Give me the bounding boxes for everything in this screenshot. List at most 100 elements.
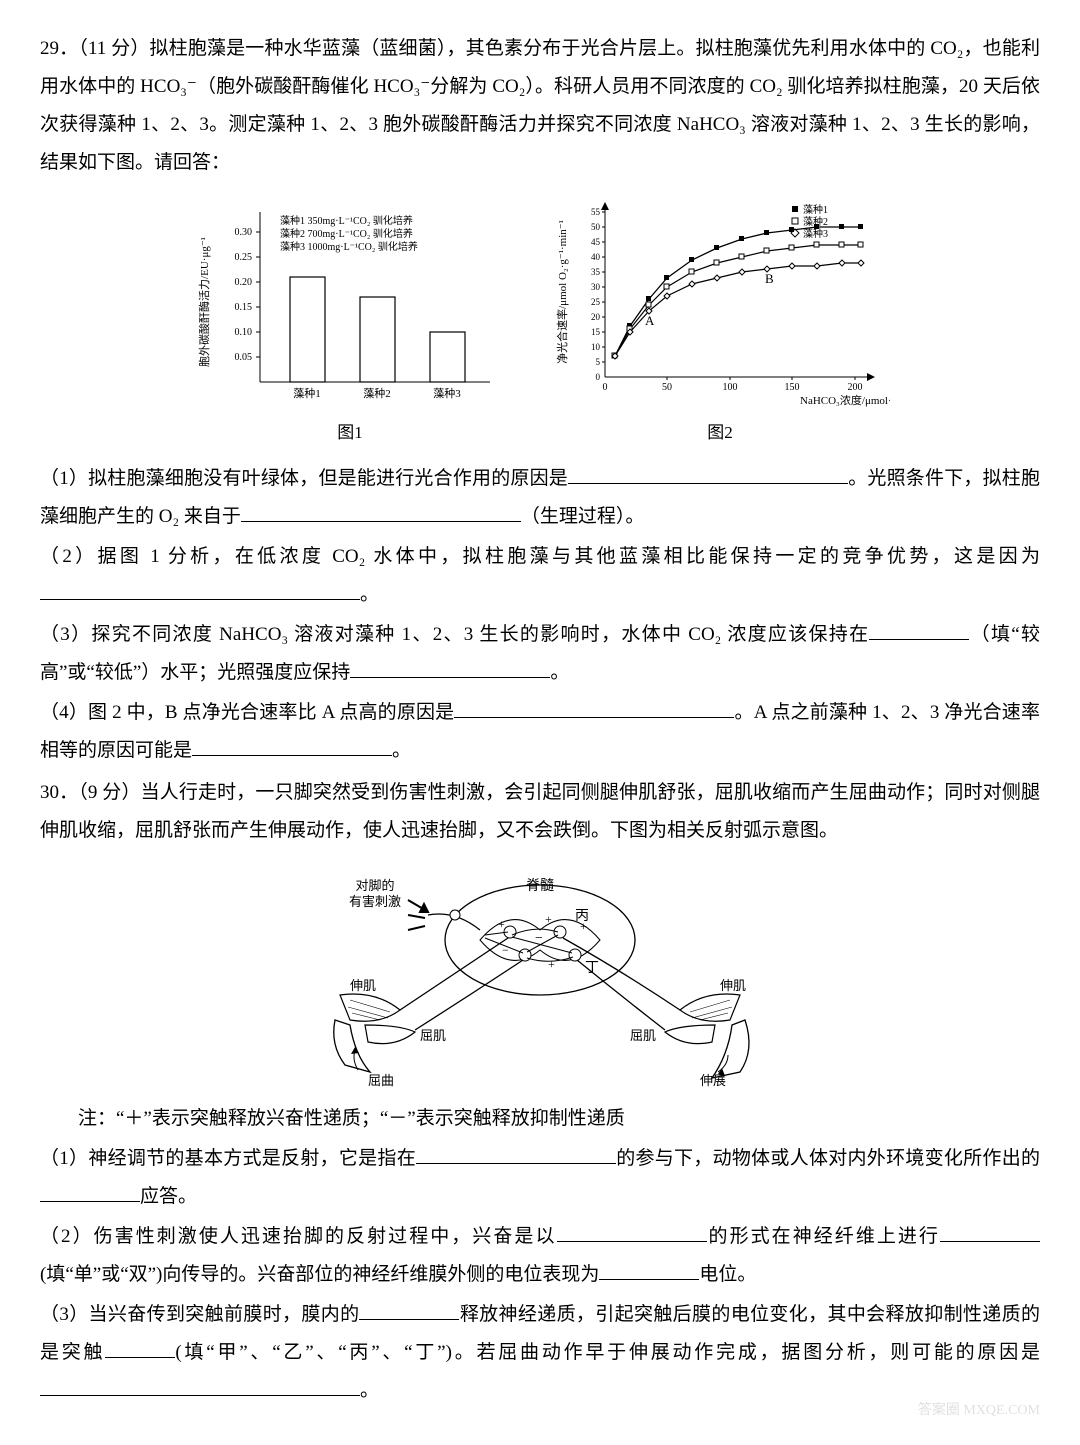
svg-text:伸肌: 伸肌 <box>350 978 376 993</box>
svg-text:0.10: 0.10 <box>235 327 253 338</box>
q30-sub2-a: （2）伤害性刺激使人迅速抬脚的反射过程中，兴奋是以 <box>40 1226 557 1247</box>
fig2-series1 <box>615 227 861 356</box>
fig2-ylabel: 净光合速率/μmol O₂·g⁻¹·min⁻¹ <box>555 220 569 364</box>
label-stimulus2: 有害刺激 <box>349 894 401 909</box>
q29-sub3: （3）探究不同浓度 NaHCO₃ 溶液对藻种 1、2、3 生长的影响时，水体中 … <box>40 616 1040 692</box>
svg-text:100: 100 <box>723 382 738 393</box>
svg-text:0: 0 <box>596 372 601 382</box>
q29-number: 29． <box>40 38 78 59</box>
blank[interactable] <box>40 1178 140 1202</box>
svg-text:藻种1: 藻种1 <box>803 203 828 216</box>
q30-sub2-d: 电位。 <box>699 1264 756 1285</box>
blank[interactable] <box>599 1256 699 1280</box>
q29-sub3-c: 。 <box>550 662 569 683</box>
q30-sub1-b: 的参与下，动物体或人体对内外环境变化所作出的 <box>616 1148 1040 1169</box>
q30-sub1-a: （1）神经调节的基本方式是反射，它是指在 <box>40 1148 416 1169</box>
q30-sub1-c: 应答。 <box>140 1186 197 1207</box>
blank[interactable] <box>105 1334 175 1358</box>
fig2-markers3 <box>612 260 864 359</box>
svg-text:30: 30 <box>591 282 601 292</box>
svg-text:25: 25 <box>591 297 601 307</box>
q29-sub4-a: （4）图 2 中，B 点净光合速率比 A 点高的原因是 <box>40 702 454 723</box>
q29-sub2-a: （2）据图 1 分析，在低浓度 CO₂ 水体中，拟柱胞藻与其他蓝藻相比能保持一定… <box>40 546 1040 567</box>
fig1-bar3 <box>430 332 465 382</box>
svg-text:5: 5 <box>596 357 601 367</box>
reflex-arc-svg: 脊髓 对脚的 有害刺激 + − + + − + 丙 丁 <box>280 860 800 1090</box>
q30-sub3-a: （3）当兴奋传到突触前膜时，膜内的 <box>40 1304 359 1325</box>
blank[interactable] <box>454 694 734 718</box>
blank[interactable] <box>869 616 969 640</box>
svg-text:屈曲: 屈曲 <box>368 1073 394 1088</box>
blank[interactable] <box>192 732 392 756</box>
q30-sub2: （2）伤害性刺激使人迅速抬脚的反射过程中，兴奋是以 的形式在神经纤维上进行 (填“单… <box>40 1218 1040 1294</box>
svg-text:−: − <box>502 943 509 957</box>
svg-text:0.05: 0.05 <box>235 352 253 363</box>
blank[interactable] <box>568 460 848 484</box>
q30-stem-text: 当人行走时，一只脚突然受到伤害性刺激，会引起同侧腿伸肌舒张，屈肌收缩而产生屈曲动… <box>40 782 1040 841</box>
svg-text:0.30: 0.30 <box>235 227 253 238</box>
fig2-yticks: 0 5 10 15 20 25 30 35 40 45 50 55 <box>591 207 605 382</box>
svg-text:+: + <box>548 957 555 971</box>
q29-stem-text: 拟柱胞藻是一种水华蓝藻（蓝细菌），其色素分布于光合片层上。拟柱胞藻优先利用水体中… <box>40 38 1040 173</box>
q30-points: （9 分） <box>78 782 140 803</box>
blank[interactable] <box>241 498 521 522</box>
fig2-series2 <box>615 245 861 356</box>
blank[interactable] <box>40 576 360 600</box>
q29-points: （11 分） <box>78 38 149 59</box>
q29-fig1: 胞外碳酸酐酶活力/EU·μg⁻¹ 0.05 0.10 0.15 0.20 0.2… <box>190 192 510 450</box>
q29-sub1: （1）拟柱胞藻细胞没有叶绿体，但是能进行光合作用的原因是。光照条件下，拟柱胞藻细… <box>40 460 1040 536</box>
blank[interactable] <box>416 1140 616 1164</box>
fig1-xlabels: 藻种1 藻种2 藻种3 <box>293 386 461 400</box>
svg-text:藻种1: 藻种1 <box>293 386 321 400</box>
q30-number: 30． <box>40 782 78 803</box>
fig1-bar1 <box>290 277 325 382</box>
stimulus-arrows <box>408 900 428 930</box>
fig2-ann-A: A <box>645 313 655 328</box>
q30-sub2-b: 的形式在神经纤维上进行 <box>707 1226 940 1247</box>
fig2-svg: 净光合速率/μmol O₂·g⁻¹·min⁻¹ 0 5 10 15 20 25 … <box>550 192 890 412</box>
blank[interactable] <box>940 1218 1040 1242</box>
svg-text:200: 200 <box>848 382 863 393</box>
blank[interactable] <box>359 1296 459 1320</box>
fig2-caption: 图2 <box>707 416 733 450</box>
svg-text:藻种1 350mg·L⁻¹CO₂ 驯化培养: 藻种1 350mg·L⁻¹CO₂ 驯化培养 <box>280 214 413 227</box>
svg-text:屈肌: 屈肌 <box>630 1028 656 1043</box>
fig1-bar2 <box>360 297 395 382</box>
fig1-yticks: 0.05 0.10 0.15 0.20 0.25 0.30 <box>235 227 261 363</box>
left-muscles: 伸肌 屈肌 屈曲 <box>334 978 446 1088</box>
q30-sub3-d: 。 <box>360 1380 379 1401</box>
right-muscles: 伸肌 屈肌 伸展 <box>630 978 749 1088</box>
q29-sub3-a: （3）探究不同浓度 NaHCO₃ 溶液对藻种 1、2、3 生长的影响时，水体中 … <box>40 624 869 645</box>
svg-text:+: + <box>498 917 505 931</box>
svg-text:藻种3: 藻种3 <box>433 386 461 400</box>
label-bing: 丙 <box>575 909 589 924</box>
fig2-ann-B: B <box>765 271 774 286</box>
q29-sub2: （2）据图 1 分析，在低浓度 CO₂ 水体中，拟柱胞藻与其他蓝藻相比能保持一定… <box>40 538 1040 614</box>
blank[interactable] <box>40 1372 360 1396</box>
q30-sub1: （1）神经调节的基本方式是反射，它是指在 的参与下，动物体或人体对内外环境变化所作… <box>40 1140 1040 1216</box>
svg-text:20: 20 <box>591 312 601 322</box>
svg-text:0.20: 0.20 <box>235 277 253 288</box>
svg-text:150: 150 <box>785 382 800 393</box>
svg-text:伸展: 伸展 <box>700 1073 726 1088</box>
q29-figures: 胞外碳酸酐酶活力/EU·μg⁻¹ 0.05 0.10 0.15 0.20 0.2… <box>40 192 1040 450</box>
q30-sub3: （3）当兴奋传到突触前膜时，膜内的释放神经递质，引起突触后膜的电位变化，其中会释… <box>40 1296 1040 1410</box>
svg-text:−: − <box>535 931 543 946</box>
svg-text:50: 50 <box>591 222 601 232</box>
blank[interactable] <box>350 654 550 678</box>
q29-sub4-c: 。 <box>392 740 411 761</box>
label-stimulus: 对脚的 <box>355 878 394 893</box>
q30-sub2-c: (填“单”或“双”)向传导的。兴奋部位的神经纤维膜外侧的电位表现为 <box>40 1264 599 1285</box>
q30-sub3-c: (填“甲”、“乙”、“丙”、“丁”)。若屈曲动作早于伸展动作完成，据图分析，则可… <box>175 1342 1040 1363</box>
fig1-ylabel: 胞外碳酸酐酶活力/EU·μg⁻¹ <box>197 237 211 367</box>
svg-text:0.25: 0.25 <box>235 252 253 263</box>
svg-text:15: 15 <box>591 327 601 337</box>
svg-text:+: + <box>545 912 552 926</box>
svg-text:藻种2: 藻种2 <box>363 386 391 400</box>
blank[interactable] <box>557 1218 707 1242</box>
q30-stem: 30．（9 分）当人行走时，一只脚突然受到伤害性刺激，会引起同侧腿伸肌舒张，屈肌… <box>40 774 1040 850</box>
svg-text:0: 0 <box>603 382 608 393</box>
fig1-svg: 胞外碳酸酐酶活力/EU·μg⁻¹ 0.05 0.10 0.15 0.20 0.2… <box>190 192 510 412</box>
fig1-legend: 藻种1 350mg·L⁻¹CO₂ 驯化培养 藻种2 700mg·L⁻¹CO₂ 驯… <box>280 214 418 253</box>
svg-text:50: 50 <box>662 382 672 393</box>
